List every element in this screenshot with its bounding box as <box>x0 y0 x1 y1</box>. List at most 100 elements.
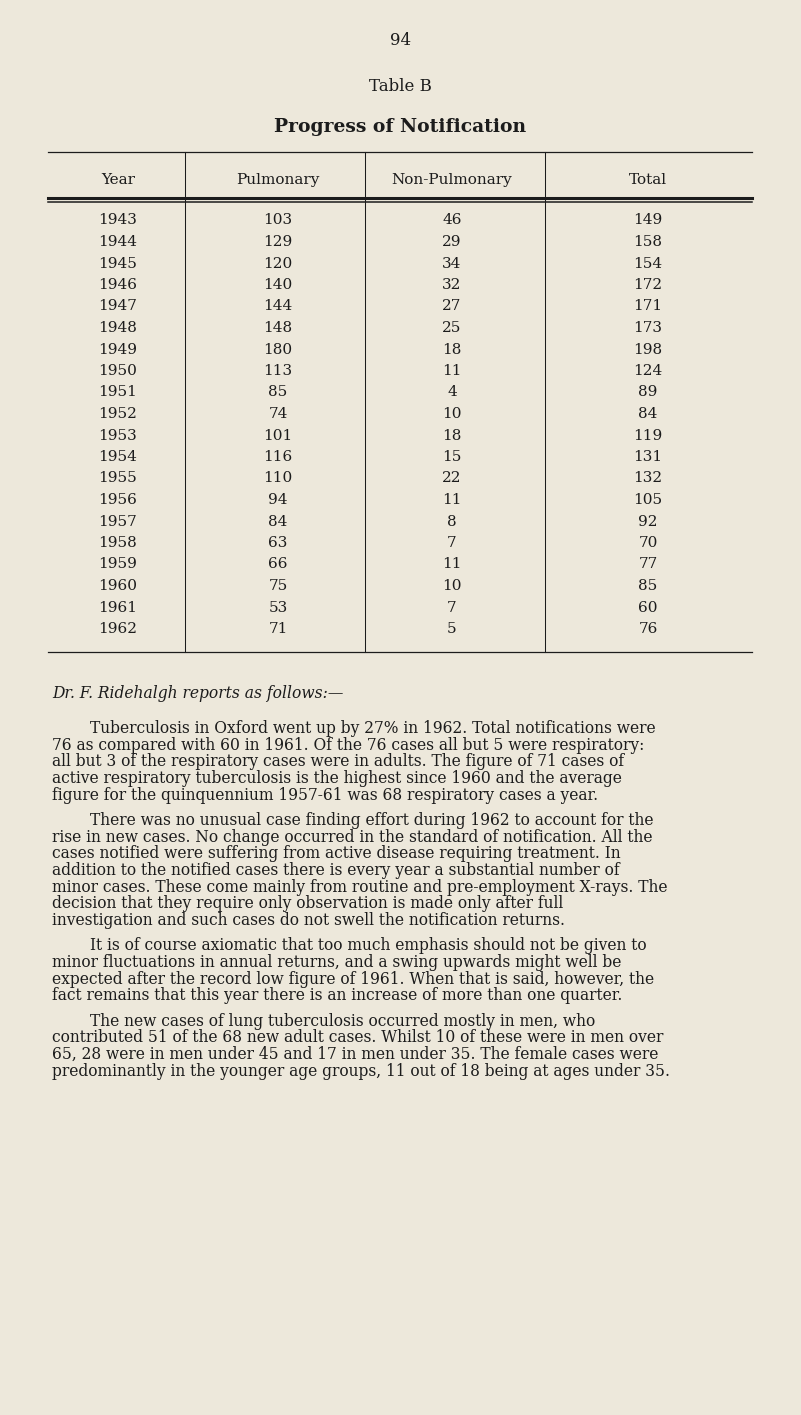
Text: all but 3 of the respiratory cases were in adults. The figure of 71 cases of: all but 3 of the respiratory cases were … <box>52 753 624 770</box>
Text: Tuberculosis in Oxford went up by 27% in 1962. Total notifications were: Tuberculosis in Oxford went up by 27% in… <box>90 720 656 737</box>
Text: 94: 94 <box>390 33 411 50</box>
Text: 1955: 1955 <box>99 471 138 485</box>
Text: 76 as compared with 60 in 1961. Of the 76 cases all but 5 were respiratory:: 76 as compared with 60 in 1961. Of the 7… <box>52 737 644 754</box>
Text: minor fluctuations in annual returns, and a swing upwards might well be: minor fluctuations in annual returns, an… <box>52 954 622 971</box>
Text: 120: 120 <box>264 256 292 270</box>
Text: Progress of Notification: Progress of Notification <box>275 117 526 136</box>
Text: 105: 105 <box>634 492 662 507</box>
Text: 1946: 1946 <box>99 277 138 291</box>
Text: There was no unusual case finding effort during 1962 to account for the: There was no unusual case finding effort… <box>90 812 654 829</box>
Text: 1952: 1952 <box>99 408 138 422</box>
Text: 144: 144 <box>264 300 292 314</box>
Text: 198: 198 <box>634 342 662 357</box>
Text: 92: 92 <box>638 515 658 528</box>
Text: 1961: 1961 <box>99 600 138 614</box>
Text: 25: 25 <box>442 321 461 335</box>
Text: 18: 18 <box>442 429 461 443</box>
Text: 18: 18 <box>442 342 461 357</box>
Text: cases notified were suffering from active disease requiring treatment. In: cases notified were suffering from activ… <box>52 845 621 863</box>
Text: It is of course axiomatic that too much emphasis should not be given to: It is of course axiomatic that too much … <box>90 938 646 955</box>
Text: Table B: Table B <box>369 78 432 95</box>
Text: 1954: 1954 <box>99 450 138 464</box>
Text: 1962: 1962 <box>99 623 138 635</box>
Text: 76: 76 <box>638 623 658 635</box>
Text: 11: 11 <box>442 558 461 572</box>
Text: 1949: 1949 <box>99 342 138 357</box>
Text: addition to the notified cases there is every year a substantial number of: addition to the notified cases there is … <box>52 862 620 879</box>
Text: 7: 7 <box>447 600 457 614</box>
Text: 1947: 1947 <box>99 300 138 314</box>
Text: Non-Pulmonary: Non-Pulmonary <box>392 173 513 187</box>
Text: 173: 173 <box>634 321 662 335</box>
Text: 101: 101 <box>264 429 292 443</box>
Text: 66: 66 <box>268 558 288 572</box>
Text: 77: 77 <box>638 558 658 572</box>
Text: 84: 84 <box>268 515 288 528</box>
Text: The new cases of lung tuberculosis occurred mostly in men, who: The new cases of lung tuberculosis occur… <box>90 1013 595 1030</box>
Text: 22: 22 <box>442 471 461 485</box>
Text: 131: 131 <box>634 450 662 464</box>
Text: Dr. F. Ridehalgh reports as follows:—: Dr. F. Ridehalgh reports as follows:— <box>52 685 344 702</box>
Text: 11: 11 <box>442 492 461 507</box>
Text: Total: Total <box>629 173 667 187</box>
Text: 154: 154 <box>634 256 662 270</box>
Text: 1958: 1958 <box>99 536 138 550</box>
Text: fact remains that this year there is an increase of more than one quarter.: fact remains that this year there is an … <box>52 988 622 1005</box>
Text: 1957: 1957 <box>99 515 138 528</box>
Text: 32: 32 <box>442 277 461 291</box>
Text: 15: 15 <box>442 450 461 464</box>
Text: 1960: 1960 <box>99 579 138 593</box>
Text: 10: 10 <box>442 579 461 593</box>
Text: Year: Year <box>101 173 135 187</box>
Text: 27: 27 <box>442 300 461 314</box>
Text: 140: 140 <box>264 277 292 291</box>
Text: 180: 180 <box>264 342 292 357</box>
Text: 71: 71 <box>268 623 288 635</box>
Text: 171: 171 <box>634 300 662 314</box>
Text: 149: 149 <box>634 214 662 228</box>
Text: 11: 11 <box>442 364 461 378</box>
Text: 172: 172 <box>634 277 662 291</box>
Text: minor cases. These come mainly from routine and pre-employment X-rays. The: minor cases. These come mainly from rout… <box>52 879 667 896</box>
Text: 1944: 1944 <box>99 235 138 249</box>
Text: 60: 60 <box>638 600 658 614</box>
Text: 85: 85 <box>268 385 288 399</box>
Text: predominantly in the younger age groups, 11 out of 18 being at ages under 35.: predominantly in the younger age groups,… <box>52 1063 670 1080</box>
Text: 63: 63 <box>268 536 288 550</box>
Text: 75: 75 <box>268 579 288 593</box>
Text: 124: 124 <box>634 364 662 378</box>
Text: 1945: 1945 <box>99 256 138 270</box>
Text: 103: 103 <box>264 214 292 228</box>
Text: 84: 84 <box>638 408 658 422</box>
Text: 74: 74 <box>268 408 288 422</box>
Text: 85: 85 <box>638 579 658 593</box>
Text: contributed 51 of the 68 new adult cases. Whilst 10 of these were in men over: contributed 51 of the 68 new adult cases… <box>52 1030 663 1047</box>
Text: 65, 28 were in men under 45 and 17 in men under 35. The female cases were: 65, 28 were in men under 45 and 17 in me… <box>52 1046 658 1063</box>
Text: 116: 116 <box>264 450 292 464</box>
Text: Pulmonary: Pulmonary <box>236 173 320 187</box>
Text: 53: 53 <box>268 600 288 614</box>
Text: investigation and such cases do not swell the notification returns.: investigation and such cases do not swel… <box>52 911 565 928</box>
Text: 94: 94 <box>268 492 288 507</box>
Text: figure for the quinquennium 1957-61 was 68 respiratory cases a year.: figure for the quinquennium 1957-61 was … <box>52 787 598 804</box>
Text: 89: 89 <box>638 385 658 399</box>
Text: 46: 46 <box>442 214 461 228</box>
Text: 5: 5 <box>447 623 457 635</box>
Text: 1959: 1959 <box>99 558 138 572</box>
Text: 10: 10 <box>442 408 461 422</box>
Text: expected after the record low figure of 1961. When that is said, however, the: expected after the record low figure of … <box>52 971 654 988</box>
Text: decision that they require only observation is made only after full: decision that they require only observat… <box>52 896 563 913</box>
Text: 29: 29 <box>442 235 461 249</box>
Text: rise in new cases. No change occurred in the standard of notification. All the: rise in new cases. No change occurred in… <box>52 829 653 846</box>
Text: 70: 70 <box>638 536 658 550</box>
Text: 1953: 1953 <box>99 429 138 443</box>
Text: 1950: 1950 <box>99 364 138 378</box>
Text: 158: 158 <box>634 235 662 249</box>
Text: 1956: 1956 <box>99 492 138 507</box>
Text: 110: 110 <box>264 471 292 485</box>
Text: 1948: 1948 <box>99 321 138 335</box>
Text: 129: 129 <box>264 235 292 249</box>
Text: 4: 4 <box>447 385 457 399</box>
Text: 119: 119 <box>634 429 662 443</box>
Text: 148: 148 <box>264 321 292 335</box>
